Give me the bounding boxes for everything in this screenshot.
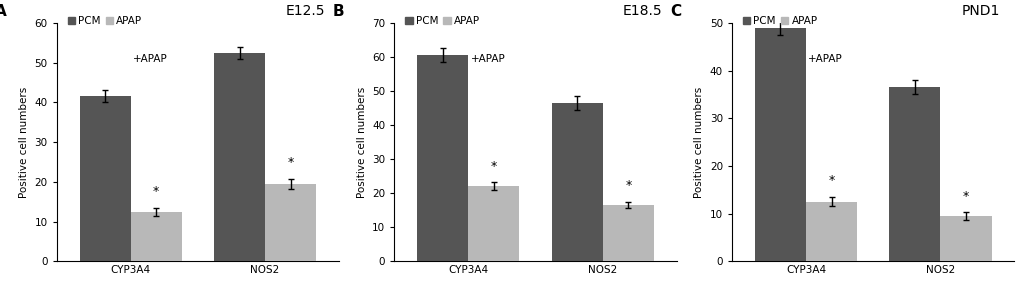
Bar <box>265 184 316 261</box>
Text: *: * <box>153 185 159 198</box>
Bar <box>805 202 856 261</box>
Bar <box>940 216 990 261</box>
Y-axis label: Positive cell numbers: Positive cell numbers <box>19 87 29 198</box>
Legend: PCM, APAP: PCM, APAP <box>67 16 142 26</box>
Text: A: A <box>0 4 6 19</box>
Legend: PCM, APAP: PCM, APAP <box>405 16 480 26</box>
Text: *: * <box>827 175 834 187</box>
Bar <box>468 186 519 261</box>
Y-axis label: Positive cell numbers: Positive cell numbers <box>694 87 704 198</box>
Legend: PCM, APAP: PCM, APAP <box>742 16 817 26</box>
Text: *: * <box>490 160 496 173</box>
Text: E18.5: E18.5 <box>623 4 662 18</box>
Text: PND1: PND1 <box>961 4 1000 18</box>
Bar <box>602 205 653 261</box>
Bar <box>417 55 468 261</box>
Bar <box>79 96 130 261</box>
Text: E12.5: E12.5 <box>285 4 325 18</box>
Text: *: * <box>962 190 968 203</box>
Bar <box>889 87 940 261</box>
Text: +APAP: +APAP <box>132 54 167 64</box>
Bar <box>214 53 265 261</box>
Text: *: * <box>287 157 293 169</box>
Bar <box>551 103 602 261</box>
Text: *: * <box>625 179 631 192</box>
Text: C: C <box>669 4 681 19</box>
Y-axis label: Positive cell numbers: Positive cell numbers <box>357 87 366 198</box>
Text: +APAP: +APAP <box>807 54 843 64</box>
Bar <box>754 28 805 261</box>
Bar <box>130 212 181 261</box>
Text: +APAP: +APAP <box>470 54 504 64</box>
Text: B: B <box>332 4 343 19</box>
